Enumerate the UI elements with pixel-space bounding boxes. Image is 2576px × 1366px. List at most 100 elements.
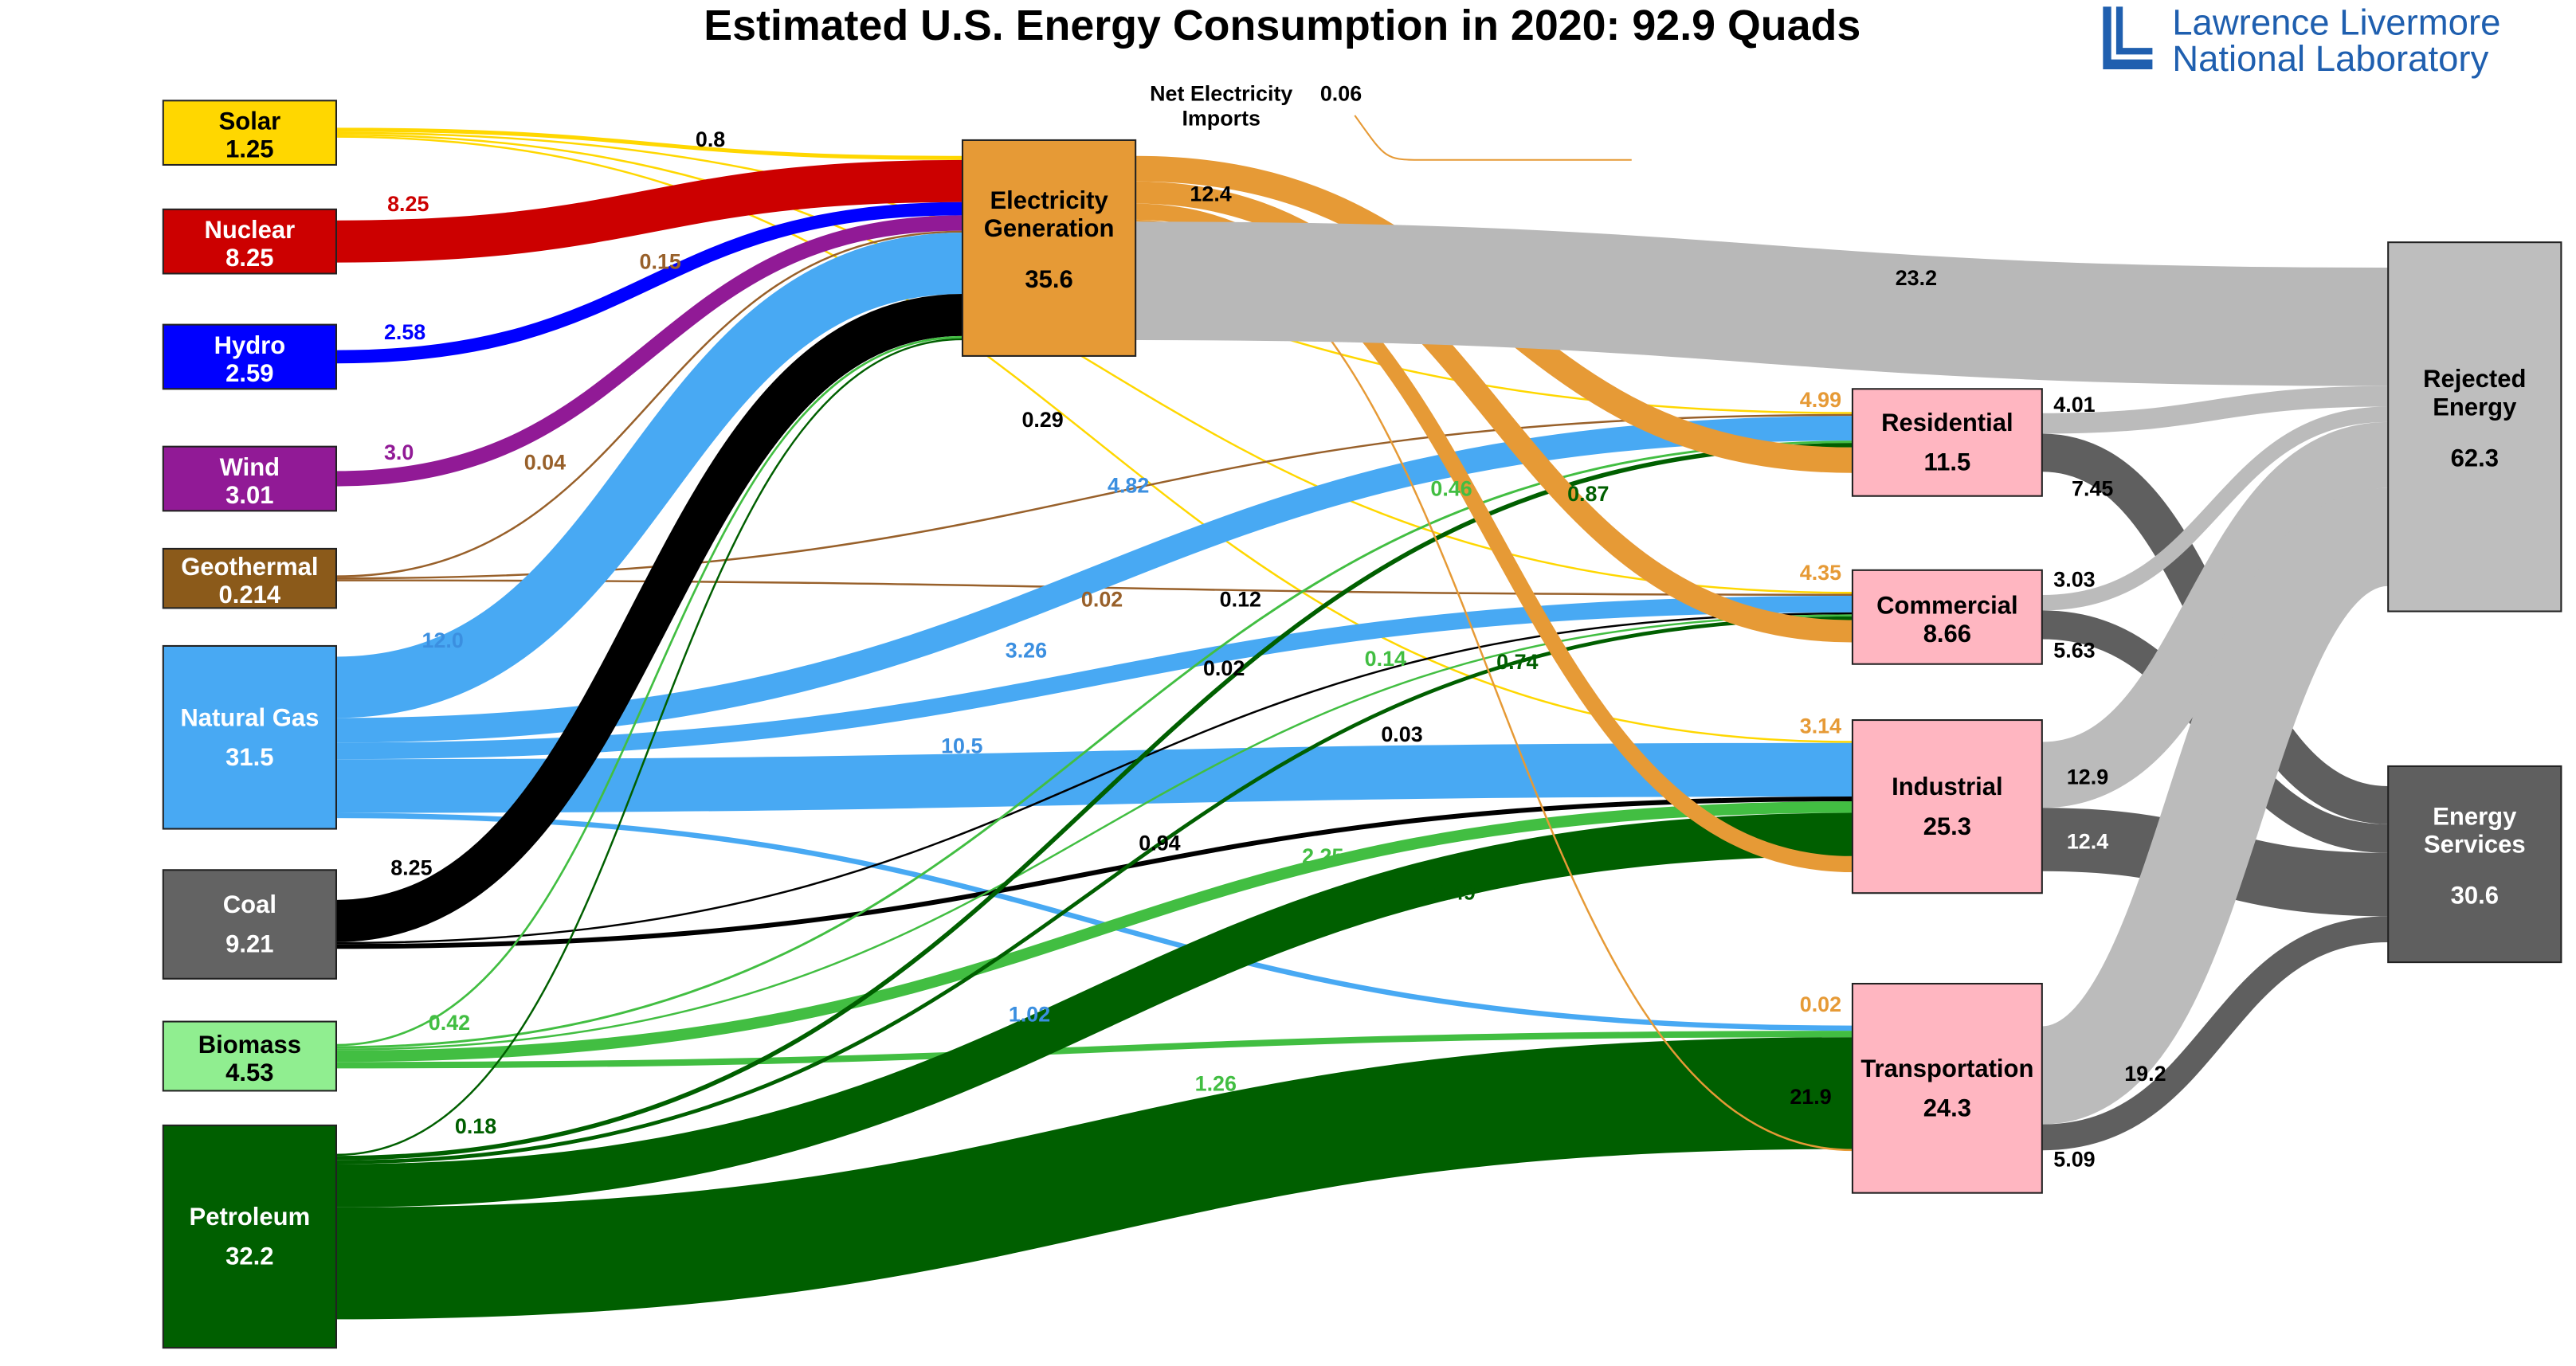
node-elec: Electricity Generation 35.6 xyxy=(961,139,1137,357)
node-hydro-box xyxy=(162,323,337,390)
node-com-box xyxy=(1851,569,2043,665)
flow-label-solar-to-res: 0.29 xyxy=(1021,408,1063,432)
flow-label-ind-to-serv: 12.4 xyxy=(2067,829,2108,853)
node-pet-box xyxy=(162,1124,337,1349)
flow-label-com-to-rej: 3.03 xyxy=(2053,567,2095,591)
flow-ng-to-res xyxy=(335,416,1853,743)
node-solar-box xyxy=(162,100,337,166)
flow-label-elec-to-res: 4.99 xyxy=(1800,388,1841,412)
flow-label-bio-to-com: 0.14 xyxy=(1365,647,1406,671)
flow-elec-to-com xyxy=(1135,181,1853,643)
flow-label-trans-to-rej: 19.2 xyxy=(2124,1062,2166,1086)
flow-elec-to-rej xyxy=(1135,221,2389,386)
logo-line-1: Lawrence Livermore xyxy=(2172,2,2500,43)
flow-label-elec-to-trans: 0.02 xyxy=(1800,992,1841,1016)
node-wind-value: 3.01 xyxy=(225,481,273,509)
flow-label-layer: 0.8 0.29 0.12 0.03 8.25 2.58 3.0 0.15 0.04 0.02 12… xyxy=(384,127,2166,1171)
net-imports-value: 0.06 xyxy=(1320,81,1362,105)
node-com-value: 8.66 xyxy=(1923,620,1971,648)
node-ng: Natural Gas 31.5 xyxy=(162,644,337,830)
node-bio-value: 4.53 xyxy=(225,1059,273,1086)
node-elec-value: 35.6 xyxy=(1025,265,1072,293)
llnl-logo-mark-icon xyxy=(2103,6,2153,69)
node-bio-name: Biomass xyxy=(198,1031,301,1059)
node-nuclear-name: Nuclear xyxy=(204,216,295,244)
node-serv-name: Energy Services xyxy=(2424,802,2526,858)
flow-ind-to-rej xyxy=(2040,421,2390,808)
flow-wind-to-elec xyxy=(335,215,963,487)
flow-label-nuclear-to-elec: 8.25 xyxy=(387,192,429,216)
flow-label-trans-to-serv: 5.09 xyxy=(2053,1148,2095,1172)
flow-label-bio-to-res: 0.46 xyxy=(1430,477,1472,501)
flow-bio-to-elec xyxy=(335,335,963,1047)
flow-label-solar-to-com: 0.12 xyxy=(1220,587,1261,611)
flow-bio-to-ind xyxy=(335,801,1853,1063)
node-pet: Petroleum 32.2 xyxy=(162,1124,337,1349)
flow-geo-to-res xyxy=(335,413,1853,580)
net-imports-label-2: Imports xyxy=(1182,106,1261,130)
flow-label-wind-to-elec: 3.0 xyxy=(384,440,414,464)
node-coal-name: Coal xyxy=(223,890,276,918)
flow-label-elec-to-ind: 3.14 xyxy=(1800,714,1841,738)
node-pet-name: Petroleum xyxy=(190,1203,311,1231)
flow-solar-to-ind xyxy=(335,135,1853,743)
flow-label-pet-to-elec: 0.18 xyxy=(455,1114,496,1138)
flow-label-com-to-serv: 5.63 xyxy=(2053,638,2095,662)
flow-coal-to-ind xyxy=(335,797,1853,949)
flow-label-bio-to-ind: 2.25 xyxy=(1302,844,1343,868)
flow-coal-to-elec xyxy=(335,294,963,942)
flow-solar-to-elec xyxy=(335,127,963,160)
flow-label-hydro-to-elec: 2.58 xyxy=(384,320,425,344)
node-ind-box xyxy=(1851,719,2043,894)
flow-label-ng-to-ind: 10.5 xyxy=(941,734,982,757)
flow-hydro-to-elec xyxy=(335,202,963,364)
flow-nuclear-to-elec xyxy=(335,159,963,263)
node-trans-box xyxy=(1851,982,2043,1194)
node-hydro-value: 2.59 xyxy=(225,359,273,387)
flow-label-elec-to-rej: 23.2 xyxy=(1896,266,1937,290)
flow-trans-to-rej xyxy=(2037,487,2393,1125)
node-solar-name: Solar xyxy=(219,107,281,135)
node-serv: Energy Services 30.6 xyxy=(2387,765,2562,964)
node-wind-box xyxy=(162,445,337,512)
flow-label-res-to-serv: 7.45 xyxy=(2072,477,2113,501)
node-bio-box xyxy=(162,1020,337,1092)
flow-solar-to-com xyxy=(335,133,1853,594)
flow-label-solar-to-ind: 0.03 xyxy=(1381,722,1422,746)
flow-label-coal-to-ind: 0.94 xyxy=(1139,831,1180,855)
node-wind-name: Wind xyxy=(220,453,280,481)
node-pet-value: 32.2 xyxy=(225,1243,273,1270)
flow-label-solar-to-elec: 0.8 xyxy=(696,127,725,151)
node-elec-name: Electricity Generation xyxy=(984,186,1115,242)
flow-label-coal-to-elec: 8.25 xyxy=(390,855,432,879)
flow-pet-to-trans xyxy=(335,1037,1853,1320)
node-coal-box xyxy=(162,869,337,980)
node-serv-box xyxy=(2387,765,2562,964)
node-res: Residential 11.5 xyxy=(1851,388,2043,497)
flow-com-to-rej xyxy=(2041,406,2389,611)
llnl-logo: Lawrence Livermore National Laboratory xyxy=(2103,2,2500,79)
flow-label-geo-to-elec: 0.15 xyxy=(640,249,681,273)
flow-layer xyxy=(335,127,2393,1320)
node-geo-value: 0.214 xyxy=(219,581,281,609)
node-res-box xyxy=(1851,388,2043,497)
node-rej-box xyxy=(2387,241,2562,613)
flow-label-pet-to-com: 0.74 xyxy=(1496,650,1538,674)
node-rej-name: Rejected Energy xyxy=(2423,365,2526,421)
node-layer: Solar1.25Nuclear8.25Hydro2.59Wind3.01Geo… xyxy=(162,100,2562,1349)
node-ng-box xyxy=(162,644,337,830)
diagram-title: Estimated U.S. Energy Consumption in 202… xyxy=(704,2,1860,49)
node-solar-value: 1.25 xyxy=(225,135,273,163)
net-electricity-imports: Net Electricity Imports 0.06 xyxy=(1150,81,1632,161)
node-elec-box xyxy=(961,139,1137,357)
node-res-value: 11.5 xyxy=(1924,448,1971,476)
net-imports-label-1: Net Electricity xyxy=(1150,81,1292,105)
